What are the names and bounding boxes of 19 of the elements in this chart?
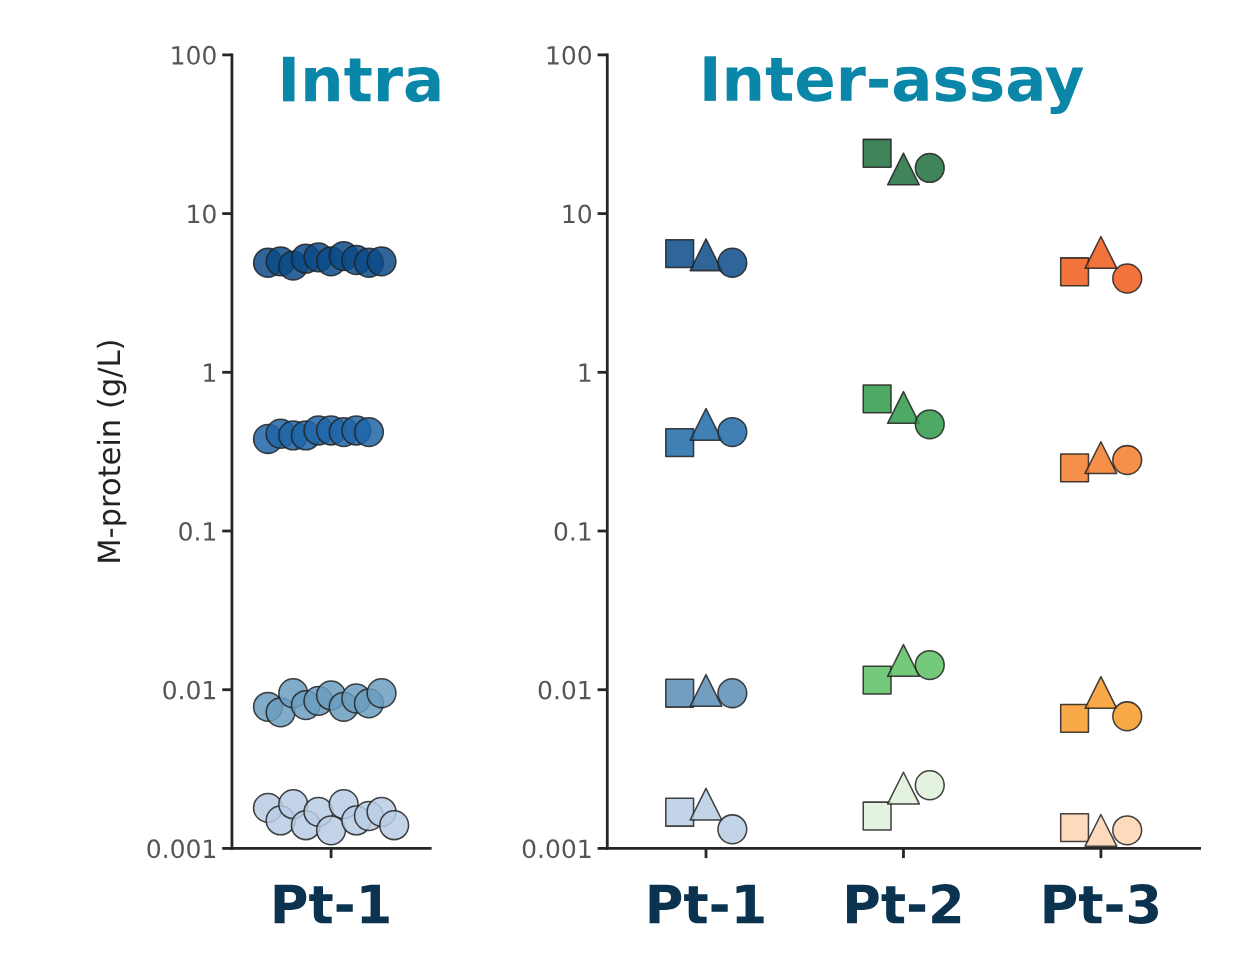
y-tick-label: 100 — [547, 45, 592, 65]
y-tick-label: 0.01 — [163, 680, 216, 700]
y-tick-label: 0.001 — [147, 839, 216, 859]
x-tick-label: Pt-1 — [274, 884, 389, 924]
y-tick-label: 0.001 — [522, 839, 591, 859]
y-tick-label: 0.1 — [179, 521, 216, 541]
y-tick-label: 100 — [172, 45, 216, 65]
y-tick-label: 1 — [204, 363, 216, 382]
y-tick-label: 10 — [563, 204, 592, 224]
y-axis-title: M-protein (g/L) — [96, 341, 127, 562]
chart-title: Intra — [283, 56, 440, 103]
x-tick-label: Pt-3 — [1044, 884, 1158, 924]
x-tick-label: Pt-2 — [847, 884, 961, 924]
x-tick-label: Pt-1 — [649, 884, 764, 924]
y-tick-label: 0.01 — [538, 680, 591, 700]
y-tick-label: 10 — [188, 204, 216, 224]
y-tick-label: 1 — [579, 363, 591, 382]
y-tick-label: 0.1 — [554, 521, 591, 541]
chart-title: Inter-assay — [704, 56, 1084, 115]
